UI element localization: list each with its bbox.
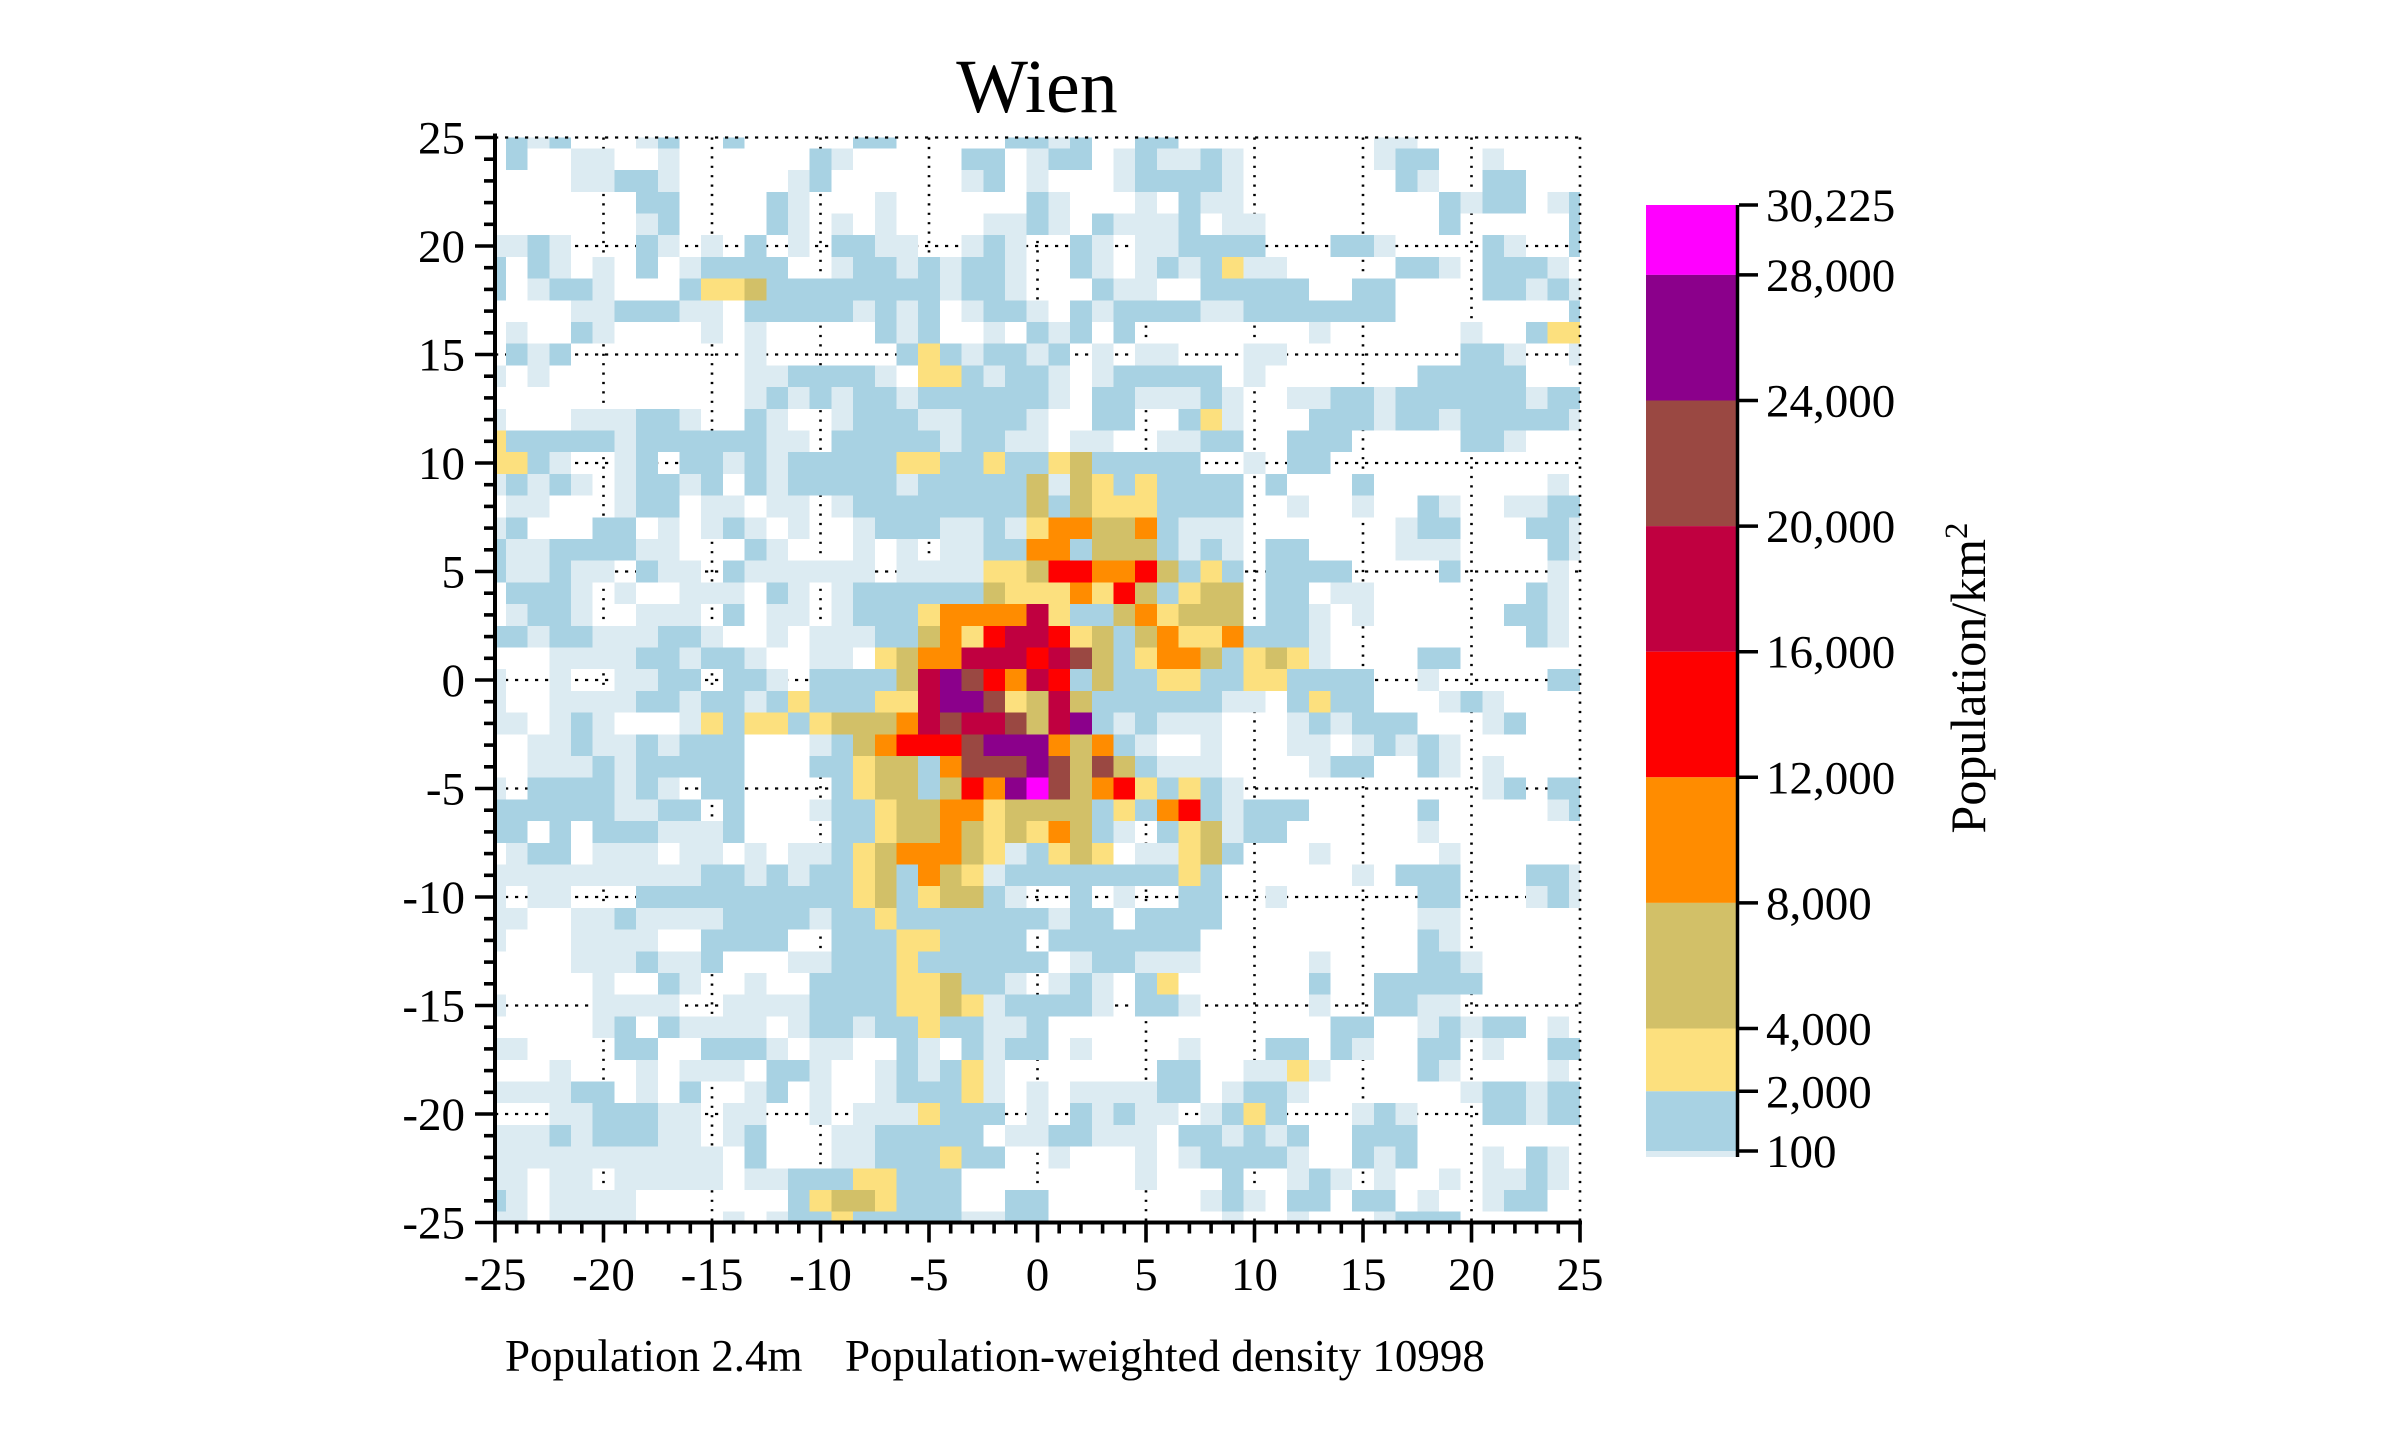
svg-text:-5: -5 (426, 764, 465, 816)
svg-text:12,000: 12,000 (1766, 752, 1895, 804)
svg-text:15: 15 (418, 330, 465, 382)
svg-text:24,000: 24,000 (1766, 376, 1895, 428)
svg-text:Population 2.4m: Population 2.4m (505, 1331, 803, 1381)
svg-text:-10: -10 (402, 872, 465, 924)
svg-text:-25: -25 (402, 1198, 465, 1250)
svg-text:-15: -15 (402, 981, 465, 1033)
svg-text:-10: -10 (789, 1249, 852, 1301)
svg-text:-20: -20 (402, 1089, 465, 1141)
svg-text:4,000: 4,000 (1766, 1004, 1872, 1056)
svg-text:5: 5 (442, 547, 466, 599)
svg-text:Population/km2: Population/km2 (1939, 523, 1996, 834)
svg-text:0: 0 (1026, 1249, 1050, 1301)
svg-text:Wien: Wien (956, 45, 1118, 129)
svg-text:5: 5 (1134, 1249, 1158, 1301)
svg-text:2,000: 2,000 (1766, 1066, 1872, 1118)
svg-text:100: 100 (1766, 1126, 1837, 1178)
svg-text:16,000: 16,000 (1766, 627, 1895, 679)
svg-text:28,000: 28,000 (1766, 250, 1895, 302)
svg-text:Population-weighted density 10: Population-weighted density 10998 (845, 1331, 1485, 1381)
svg-text:10: 10 (1231, 1249, 1278, 1301)
svg-text:20: 20 (418, 221, 465, 273)
svg-text:20,000: 20,000 (1766, 501, 1895, 553)
svg-text:10: 10 (418, 438, 465, 490)
svg-text:-15: -15 (681, 1249, 744, 1301)
svg-text:15: 15 (1340, 1249, 1387, 1301)
svg-text:-20: -20 (572, 1249, 635, 1301)
svg-text:-5: -5 (909, 1249, 948, 1301)
svg-text:8,000: 8,000 (1766, 878, 1872, 930)
svg-text:20: 20 (1448, 1249, 1495, 1301)
svg-text:0: 0 (442, 655, 466, 707)
svg-text:-25: -25 (464, 1249, 527, 1301)
svg-text:25: 25 (418, 113, 465, 165)
svg-text:25: 25 (1557, 1249, 1604, 1301)
svg-text:30,225: 30,225 (1766, 180, 1895, 232)
